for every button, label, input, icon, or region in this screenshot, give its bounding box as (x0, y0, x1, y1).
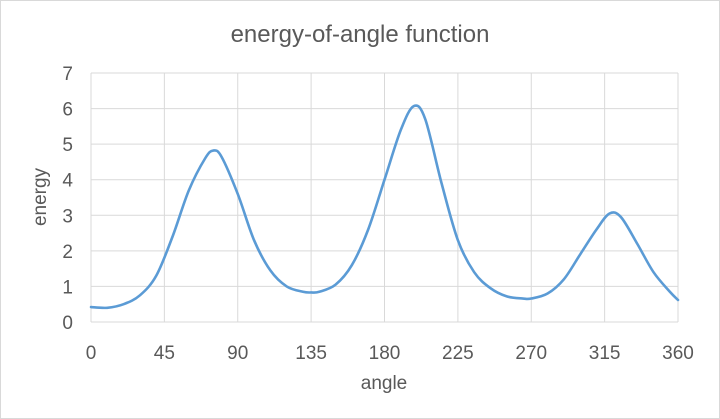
x-tick-labels: 0 45 90 135 180 225 270 315 360 (86, 343, 694, 364)
x-tick-label: 225 (442, 343, 474, 364)
y-tick-label: 2 (62, 242, 73, 263)
x-tick-label: 135 (295, 343, 327, 364)
series-line (89, 104, 680, 310)
x-tick-label: 315 (589, 343, 621, 364)
vertical-gridlines (90, 73, 679, 322)
y-tick-label: 7 (62, 64, 73, 85)
series-layer (89, 104, 680, 310)
x-tick-label: 90 (227, 343, 248, 364)
chart-title: energy-of-angle function (231, 21, 490, 48)
x-tick-label: 45 (154, 343, 175, 364)
x-tick-label: 270 (515, 343, 547, 364)
y-tick-labels: 0 1 2 3 4 5 6 7 (62, 64, 73, 334)
y-tick-label: 4 (62, 171, 73, 192)
y-tick-label: 5 (62, 135, 73, 156)
y-axis-label: energy (30, 167, 51, 226)
y-tick-label: 0 (62, 313, 73, 334)
x-tick-label: 0 (86, 343, 97, 364)
y-tick-label: 1 (62, 277, 73, 298)
x-tick-label: 180 (369, 343, 401, 364)
horizontal-gridlines (91, 72, 678, 323)
x-axis-label: angle (361, 373, 408, 394)
x-tick-label: 360 (662, 343, 694, 364)
y-tick-label: 3 (62, 206, 73, 227)
y-tick-label: 6 (62, 100, 73, 121)
